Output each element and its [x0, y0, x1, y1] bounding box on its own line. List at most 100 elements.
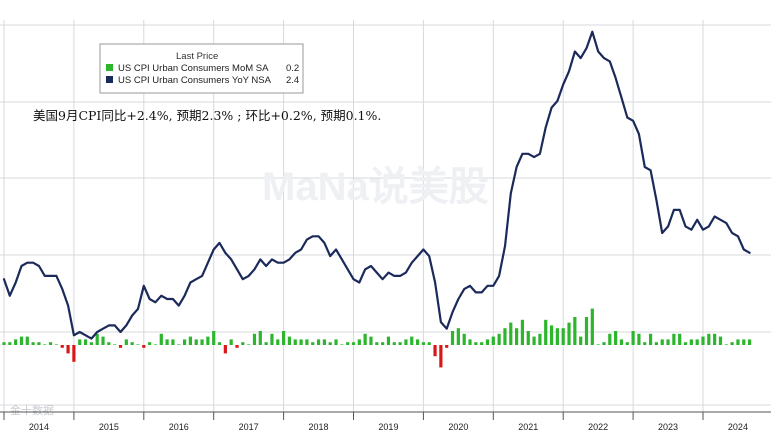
legend-label-mom: US CPI Urban Consumers MoM SA [118, 63, 269, 74]
mom-bar [474, 342, 478, 345]
mom-bar [72, 345, 76, 362]
mom-bar [625, 342, 629, 345]
mom-bar [567, 322, 571, 345]
x-tick-label: 2021 [518, 422, 538, 432]
mom-bar [177, 344, 181, 345]
mom-bar [276, 339, 280, 345]
mom-bar [159, 333, 163, 345]
mom-bar [695, 339, 699, 345]
mom-bar [293, 339, 297, 345]
mom-bar [223, 345, 227, 354]
mom-bar [672, 333, 676, 345]
mom-bar [491, 336, 495, 345]
mom-bar [346, 342, 350, 345]
legend-value-yoy: 2.4 [286, 75, 299, 86]
legend-swatch-yoy [106, 76, 113, 83]
mom-bar [654, 342, 658, 345]
cpi-annotation: 美国9月CPI同比+2.4%, 预期2.3% ; 环比+0.2%, 预期0.1%… [33, 108, 381, 123]
mom-bar [631, 331, 635, 345]
legend-box [99, 43, 304, 94]
mom-bar [468, 339, 472, 345]
mom-bar [526, 331, 530, 345]
mom-bar [549, 325, 554, 345]
mom-bar [194, 339, 198, 345]
legend-title: Last Price [176, 51, 218, 62]
mom-bar [573, 317, 577, 345]
mom-bar [363, 333, 367, 345]
mom-bar [299, 339, 303, 345]
mom-bar [515, 328, 519, 345]
mom-bar [334, 339, 338, 345]
x-tick-label: 2018 [309, 422, 329, 432]
mom-bar [608, 333, 612, 345]
mom-bar [316, 339, 321, 345]
mom-bar [742, 339, 746, 345]
mom-bar [398, 342, 402, 345]
mom-bar [648, 333, 653, 345]
mom-bar [31, 342, 35, 345]
mom-bar [421, 342, 425, 345]
mom-bar [142, 345, 146, 348]
legend-value-mom: 0.2 [286, 63, 299, 74]
mom-bar [95, 333, 99, 345]
mom-bar [252, 333, 257, 345]
mom-bar [8, 342, 12, 345]
mom-bar [375, 342, 379, 345]
mom-bar [258, 331, 262, 345]
mom-bar [538, 333, 542, 345]
mom-bar [83, 339, 88, 345]
mom-bar [37, 342, 41, 345]
mom-bar [520, 319, 525, 345]
mom-bar [270, 333, 274, 345]
mom-bar [322, 339, 326, 345]
mom-bar [660, 339, 664, 345]
mom-bar [415, 339, 420, 345]
mom-bar [555, 328, 559, 345]
mom-bar [404, 339, 408, 345]
x-tick-label: 2022 [588, 422, 608, 432]
mom-bar [130, 342, 134, 345]
mom-bar [200, 339, 204, 345]
yoy-series-line [2, 30, 751, 340]
mom-bar [439, 345, 443, 368]
mom-bar [54, 344, 59, 345]
mom-bar [264, 342, 268, 345]
mom-bar [724, 344, 728, 345]
mom-bar [153, 344, 158, 345]
mom-bar [124, 339, 128, 345]
mom-bar [101, 336, 105, 345]
mom-bar [25, 336, 29, 345]
mom-bar [392, 342, 396, 345]
mom-bar [456, 328, 460, 345]
mom-bar [584, 317, 589, 345]
mom-bar [718, 336, 723, 345]
mom-bar [229, 339, 233, 345]
mom-bar [369, 336, 373, 345]
mom-bar [182, 339, 187, 345]
mom-bar [602, 342, 606, 345]
legend-label-yoy: US CPI Urban Consumers YoY NSA [118, 75, 272, 86]
mom-bar [462, 333, 466, 345]
mom-bar [66, 345, 70, 354]
mom-bar [351, 342, 356, 345]
mom-bar [485, 339, 490, 345]
mom-bar [148, 342, 152, 345]
mom-bar [247, 344, 251, 345]
x-tick-label: 2019 [378, 422, 398, 432]
mom-bar [241, 342, 245, 345]
mom-bar [544, 319, 548, 345]
x-tick-label: 2016 [169, 422, 189, 432]
mom-bar [2, 342, 6, 345]
mom-bar [118, 345, 123, 348]
mom-bar [701, 336, 705, 345]
mom-bars [2, 308, 752, 368]
mom-bar [736, 339, 740, 345]
mom-bar [579, 336, 583, 345]
mom-bar [287, 336, 292, 345]
mom-bar [328, 342, 332, 345]
mom-bar [188, 336, 192, 345]
mom-bar [678, 333, 682, 345]
mom-bar [643, 342, 647, 345]
x-tick-label: 2014 [29, 422, 49, 432]
